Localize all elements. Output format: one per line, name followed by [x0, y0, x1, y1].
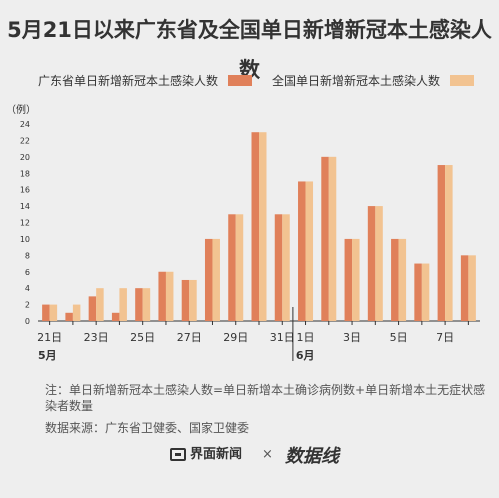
- footer: 界面新闻 × 数据线: [0, 440, 499, 470]
- bar-national: [212, 238, 220, 321]
- bar-guangdong: [391, 238, 399, 321]
- bar-national: [189, 279, 197, 321]
- bar-national: [445, 165, 453, 321]
- y-tick-label: 14: [20, 202, 30, 211]
- legend-item-national: 全国单日新增新冠本土感染人数: [272, 70, 475, 90]
- svg-text:数据线: 数据线: [285, 446, 341, 467]
- y-tick-label: 18: [20, 169, 30, 178]
- bar-guangdong: [460, 255, 469, 321]
- bar-guangdong: [437, 165, 446, 321]
- data-source: 数据来源：广东省卫健委、国家卫健委: [45, 421, 250, 435]
- jiemian-logo: 界面新闻: [170, 446, 242, 464]
- legend-label-national: 全国单日新增新冠本土感染人数: [272, 73, 441, 88]
- legend-swatch-national: [450, 75, 475, 86]
- bar-national: [72, 304, 81, 321]
- bar-guangdong: [111, 312, 120, 321]
- bar-guangdong: [204, 238, 213, 321]
- bar-national: [328, 156, 337, 321]
- bar-guangdong: [298, 181, 306, 321]
- jiemian-brand-text: 界面新闻: [190, 447, 243, 462]
- y-tick-label: 24: [20, 120, 30, 129]
- y-tick-label: 12: [20, 219, 30, 228]
- bar-guangdong: [414, 263, 422, 321]
- bar-national: [421, 263, 430, 321]
- jiemian-icon: [170, 448, 186, 461]
- bar-guangdong: [88, 296, 97, 321]
- bar-national: [235, 214, 244, 321]
- bar-guangdong: [228, 214, 236, 321]
- y-tick-label: 20: [20, 153, 30, 162]
- bar-guangdong: [344, 238, 353, 321]
- y-tick-label: 8: [25, 251, 30, 260]
- y-tick-label: 4: [25, 284, 30, 293]
- footnote: 注：单日新增新冠本土感染人数=单日新增本土确诊病例数+单日新增本土无症状感染者数…: [45, 383, 486, 413]
- x-tick-label: 29日: [223, 331, 248, 344]
- y-axis-label: （例）: [6, 103, 36, 116]
- x-tick-label: 1日: [297, 331, 315, 344]
- bar-national: [375, 206, 383, 321]
- bar-guangdong: [135, 288, 143, 321]
- x-tick-label: 31日: [270, 331, 295, 344]
- x-tick-label: 23日: [84, 331, 109, 344]
- logo-separator: ×: [262, 447, 273, 462]
- bar-national: [468, 255, 476, 321]
- bar-national: [352, 238, 360, 321]
- bar-guangdong: [274, 214, 283, 321]
- bar-national: [282, 214, 290, 321]
- bar-national: [398, 238, 407, 321]
- x-tick-label: 3日: [343, 331, 361, 344]
- y-tick-label: 6: [25, 268, 30, 277]
- chart-title: 5月21日以来广东省及全国单日新增新冠本土感染人数: [7, 18, 492, 82]
- legend-label-guangdong: 广东省单日新增新冠本土感染人数: [38, 73, 219, 88]
- bar-guangdong: [321, 156, 329, 321]
- x-tick-label: 21日: [37, 331, 62, 344]
- bar-national: [305, 181, 314, 321]
- bar-guangdong: [42, 304, 50, 321]
- x-tick-label: 27日: [177, 331, 202, 344]
- bar-guangdong: [181, 279, 190, 321]
- bar-national: [142, 288, 151, 321]
- bar-national: [96, 288, 104, 321]
- legend-swatch-guangdong: [228, 75, 253, 86]
- month-label: 5月: [38, 349, 57, 362]
- bar-guangdong: [251, 132, 259, 321]
- y-tick-label: 16: [20, 186, 30, 195]
- y-tick-label: 0: [25, 317, 30, 326]
- y-tick-label: 10: [20, 235, 30, 244]
- bar-guangdong: [367, 206, 376, 321]
- x-tick-label: 7日: [436, 331, 454, 344]
- bar-national: [165, 271, 174, 321]
- x-tick-label: 5日: [390, 331, 408, 344]
- bar-guangdong: [158, 271, 166, 321]
- bar-national: [49, 304, 58, 321]
- y-tick-label: 22: [20, 136, 30, 145]
- shujuxian-logo: 数据线: [285, 446, 341, 467]
- bar-guangdong: [65, 312, 73, 321]
- bar-national: [119, 288, 127, 321]
- bar-national: [259, 132, 267, 321]
- x-tick-label: 25日: [130, 331, 155, 344]
- legend-item-guangdong: 广东省单日新增新冠本土感染人数: [38, 70, 253, 90]
- y-tick-label: 2: [25, 301, 30, 310]
- month-label: 6月: [296, 349, 315, 362]
- legend: 广东省单日新增新冠本土感染人数 全国单日新增新冠本土感染人数: [0, 70, 499, 90]
